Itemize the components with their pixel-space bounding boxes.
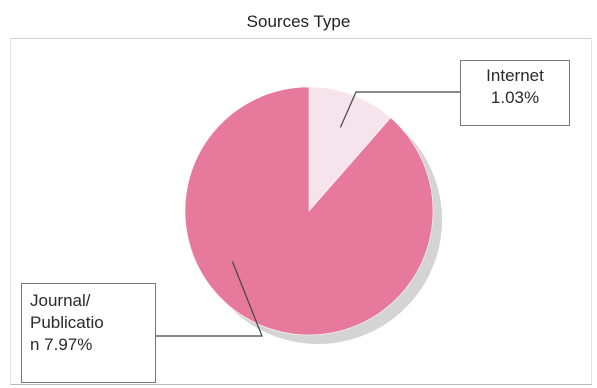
journal-callout-line-3: n 7.97% [30, 335, 93, 354]
internet-leader-line [339, 91, 460, 128]
journal-leader-line [156, 261, 263, 337]
internet-callout-value: 1.03% [490, 88, 540, 107]
pie-slice-journal-publication [184, 86, 434, 336]
journal-callout-line-2: Publicatio [30, 313, 104, 332]
internet-callout-label: Internet [486, 66, 544, 85]
journal-callout-line-1: Journal/ [30, 291, 91, 310]
plot-area-frame [10, 38, 592, 385]
internet-callout: Internet 1.03% [460, 60, 570, 126]
journal-publication-callout: Journal/ Publicatio n 7.97% [21, 283, 156, 383]
chart-title: Sources Type [246, 12, 351, 31]
pie-slice-internet [308, 86, 392, 212]
